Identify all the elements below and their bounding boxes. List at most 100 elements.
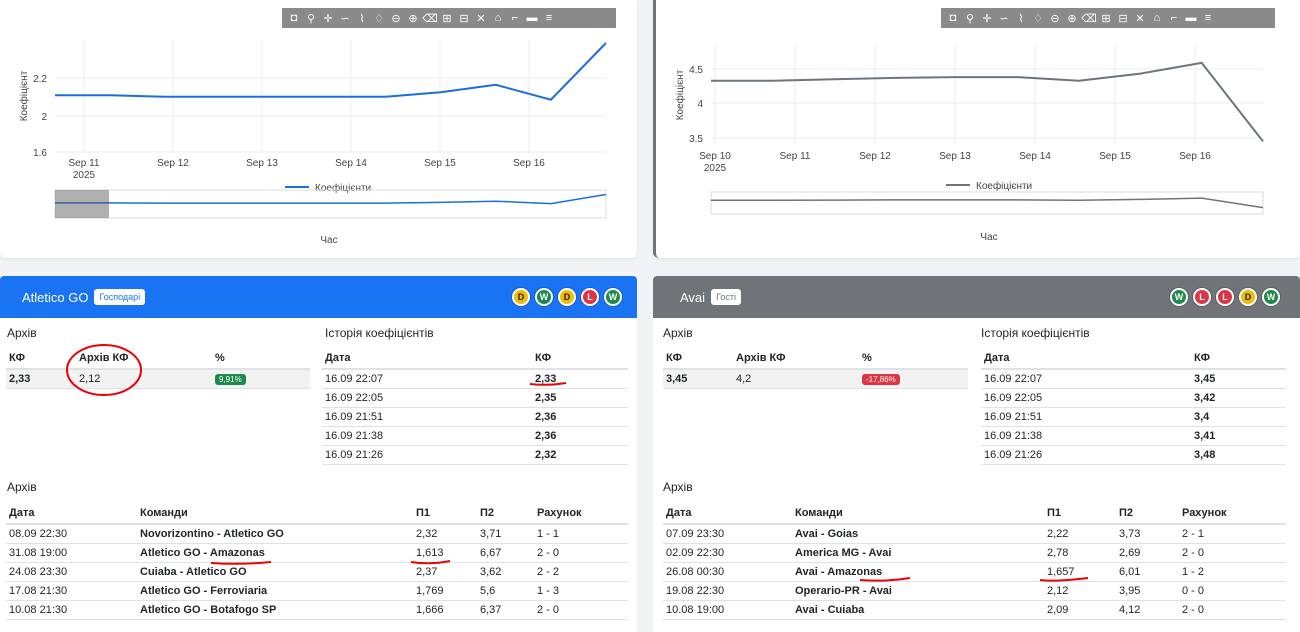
history-row: 16.09 22:07 2,33 [322, 369, 628, 389]
y-tick-label: 2.2 [33, 74, 47, 85]
match-p2: 6,01 [1116, 562, 1179, 582]
home-odds-chart[interactable]: Sep 11 Sep 12 Sep 13 Sep 14 Sep 15 Sep 16 2025… [0, 0, 637, 258]
select-icon[interactable]: ⌇ [1018, 12, 1024, 25]
match-teams: Atletico GO - Ferroviaria [137, 581, 413, 601]
match-date: 17.08 21:30 [6, 581, 137, 601]
history-row: 16.09 21:38 3,41 [981, 426, 1286, 446]
history-date: 16.09 21:38 [981, 426, 1191, 446]
closest-icon[interactable]: ▬ [1185, 12, 1197, 24]
match-p1: 2,09 [1044, 600, 1116, 620]
history-row: 16.09 22:07 3,45 [981, 369, 1286, 389]
compare-data-icon[interactable]: ≡ [1204, 12, 1212, 24]
compare-icon[interactable]: ⊖ [1050, 12, 1060, 25]
form-dot: L [581, 288, 599, 306]
match-score: 2 - 0 [534, 543, 628, 563]
role-badge: Гості [711, 289, 741, 305]
camera-icon[interactable]: ◘ [290, 12, 298, 24]
x-tick-label: Sep 13 [939, 151, 971, 162]
match-teams: America MG - Avai [792, 543, 1044, 563]
match-date: 10.08 19:00 [663, 600, 792, 620]
match-teams: Avai - Amazonas [792, 562, 1044, 582]
compare-icon[interactable]: ⊖ [391, 12, 401, 25]
zoom-out-icon[interactable]: ⊟ [1118, 12, 1128, 25]
x-axis-label: Час [980, 232, 997, 243]
match-teams: Novorizontino - Atletico GO [137, 524, 413, 544]
zoom-in-icon[interactable]: ⊞ [1101, 12, 1111, 25]
match-p2: 5,6 [477, 581, 534, 601]
match-score-header: Рахунок [1179, 502, 1286, 525]
away-odds-chart[interactable]: Sep 10 Sep 11 Sep 12 Sep 13 Sep 14 Sep 15 Sep … [656, 0, 1300, 258]
match-p2: 2,69 [1116, 543, 1179, 563]
pct-cell: -17,86% [859, 369, 968, 389]
kf-table: КФ Архів КФ % 3,45 4,2 -17,86% [663, 347, 968, 389]
history-row: 16.09 21:26 2,32 [322, 445, 628, 465]
home-icon[interactable]: ⌂ [1153, 12, 1161, 24]
match-score: 1 - 2 [1179, 562, 1286, 582]
range-slider-line [711, 197, 1264, 209]
match-row: 31.08 19:00 Atletico GO - Amazonas 1,613 6,… [6, 543, 628, 563]
kf-table: КФ Архів КФ % 2,33 2,12 9,91% [6, 347, 310, 389]
match-score: 2 - 2 [534, 562, 628, 582]
history-date: 16.09 21:26 [322, 445, 532, 465]
match-p2: 6,67 [477, 543, 534, 563]
match-p2: 3,95 [1116, 581, 1179, 601]
zoom-icon[interactable]: ⚲ [306, 12, 316, 25]
kf-header: КФ [663, 347, 733, 370]
match-date: 24.08 23:30 [6, 562, 137, 582]
match-date: 31.08 19:00 [6, 543, 137, 563]
match-score: 2 - 0 [1179, 543, 1286, 563]
camera-icon[interactable]: ◘ [949, 12, 957, 24]
hover-icon[interactable]: ⊕ [408, 12, 418, 25]
erase-icon[interactable]: ⌫ [1081, 12, 1097, 25]
home-icon[interactable]: ⌂ [494, 12, 502, 24]
form-dot: L [1193, 288, 1211, 306]
history-kf: 3,45 [1191, 369, 1286, 389]
form-dot: D [512, 288, 530, 306]
spike-icon[interactable]: ♢ [1033, 12, 1043, 25]
pan-icon[interactable]: ✛ [982, 12, 992, 25]
lasso-icon[interactable]: ∽ [340, 12, 350, 25]
history-date: 16.09 21:38 [322, 426, 532, 446]
match-p1: 2,12 [1044, 581, 1116, 601]
odds-line [711, 61, 1264, 143]
zoom-icon[interactable]: ⚲ [965, 12, 975, 25]
history-kf: 2,36 [532, 407, 628, 427]
history-title: Історія коефіцієнтів [981, 326, 1090, 340]
history-date: 16.09 22:07 [981, 369, 1191, 389]
spike-icon[interactable]: ♢ [374, 12, 384, 25]
lasso-icon[interactable]: ∽ [999, 12, 1009, 25]
x-tick-label: Sep 15 [1099, 151, 1131, 162]
autoscale-icon[interactable]: ✕ [1135, 12, 1145, 25]
match-date: 08.09 22:30 [6, 524, 137, 544]
spikelines-icon[interactable]: ⌐ [1170, 12, 1178, 24]
hover-icon[interactable]: ⊕ [1067, 12, 1077, 25]
matches-title: Архів [663, 480, 693, 494]
match-date: 19.08 22:30 [663, 581, 792, 601]
autoscale-icon[interactable]: ✕ [476, 12, 486, 25]
home-chart-card: ◘ ⚲ ✛ ∽ ⌇ ♢ ⊖ ⊕ ⌫ ⊞ ⊟ ✕ ⌂ ⌐ ▬ ≡ Sep 11 Se… [0, 0, 637, 258]
pan-icon[interactable]: ✛ [323, 12, 333, 25]
role-badge: Господарі [94, 289, 146, 305]
history-table: Дата КФ 16.09 22:07 3,45 16.09 22:05 3,42 16… [981, 347, 1286, 465]
y-tick-label: 2 [41, 112, 47, 123]
matches-table: Дата Команди П1 П2 Рахунок 07.09 23:30 Av… [663, 502, 1286, 620]
match-row: 10.08 19:00 Avai - Cuiaba 2,09 4,12 2 - 0 [663, 600, 1286, 620]
history-table: Дата КФ 16.09 22:07 2,33 16.09 22:05 2,35 16… [322, 347, 628, 465]
zoom-out-icon[interactable]: ⊟ [459, 12, 469, 25]
match-date: 26.08 00:30 [663, 562, 792, 582]
match-row: 07.09 23:30 Avai - Goias 2,22 3,73 2 - 1 [663, 524, 1286, 544]
compare-data-icon[interactable]: ≡ [545, 12, 553, 24]
closest-icon[interactable]: ▬ [526, 12, 538, 24]
match-score-header: Рахунок [534, 502, 628, 525]
select-icon[interactable]: ⌇ [359, 12, 365, 25]
spikelines-icon[interactable]: ⌐ [511, 12, 519, 24]
odds-line [55, 42, 607, 101]
zoom-in-icon[interactable]: ⊞ [442, 12, 452, 25]
match-date-header: Дата [6, 502, 137, 525]
legend-label: Коефіцієнти [976, 180, 1032, 192]
match-score: 2 - 0 [1179, 600, 1286, 620]
erase-icon[interactable]: ⌫ [422, 12, 438, 25]
match-score: 0 - 0 [1179, 581, 1286, 601]
